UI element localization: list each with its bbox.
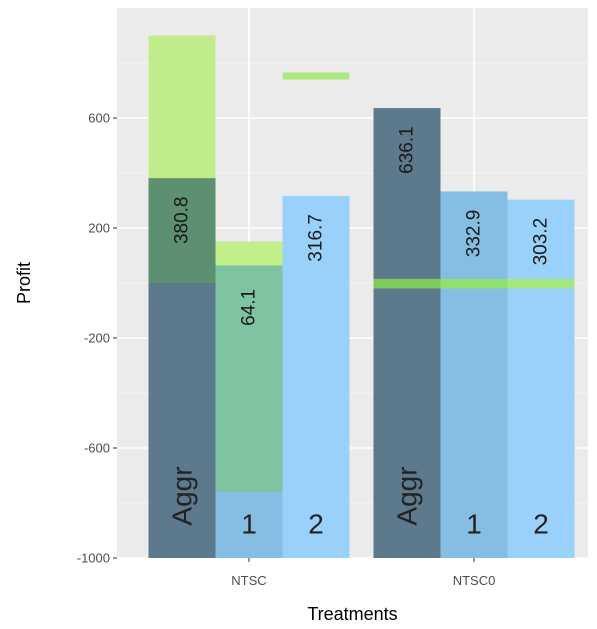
bar-value-label: 316.7 [306,214,327,262]
bar-body [440,191,508,558]
bar-range-band [373,278,441,289]
bar-labels-layer: 380.8 Aggr 64.1 1 316.7 2 636.1 Aggr 332.9 1 303.2… [167,126,552,539]
y-tick-label: -200 [84,331,110,346]
bar-body [282,195,350,558]
bar-value-label: 636.1 [397,126,418,174]
bar-range-band [282,72,350,80]
x-axis-title: Treatments [307,604,397,624]
y-axis-title: Profit [14,262,34,304]
bar-value-label: 332.9 [464,210,485,258]
bar-overlay-segment [215,492,283,558]
y-tick-label: 200 [88,221,110,236]
bar-range-band [507,278,575,289]
bar-value-label: 64.1 [239,289,260,326]
bar-body [373,108,441,558]
bar-range-band [215,241,283,266]
y-axis: -1000 -600 -200 200 600 [77,111,117,566]
y-tick-label: -600 [84,441,110,456]
bar-value-label: 303.2 [531,218,552,266]
bar-name-label: 2 [533,509,549,540]
x-axis: NTSC NTSC0 [231,558,495,588]
bar-range-band [148,35,216,179]
y-tick-label: -1000 [77,551,110,566]
bar-body [215,241,283,492]
x-tick-label: NTSC0 [453,573,496,588]
bar-range-band [440,278,508,289]
bar-overlay-segment [148,283,216,558]
bar-value-label: 380.8 [172,197,193,245]
bar-name-label: 1 [466,509,482,540]
bar-name-label: Aggr [167,466,198,525]
bar-body [507,199,575,558]
x-tick-label: NTSC [231,573,266,588]
bar-name-label: Aggr [392,466,423,525]
y-tick-label: 600 [88,111,110,126]
bar-overlay-segment-top [148,178,216,283]
bar-name-label: 1 [241,509,257,540]
bar-name-label: 2 [308,509,324,540]
bars-layer [148,35,575,558]
